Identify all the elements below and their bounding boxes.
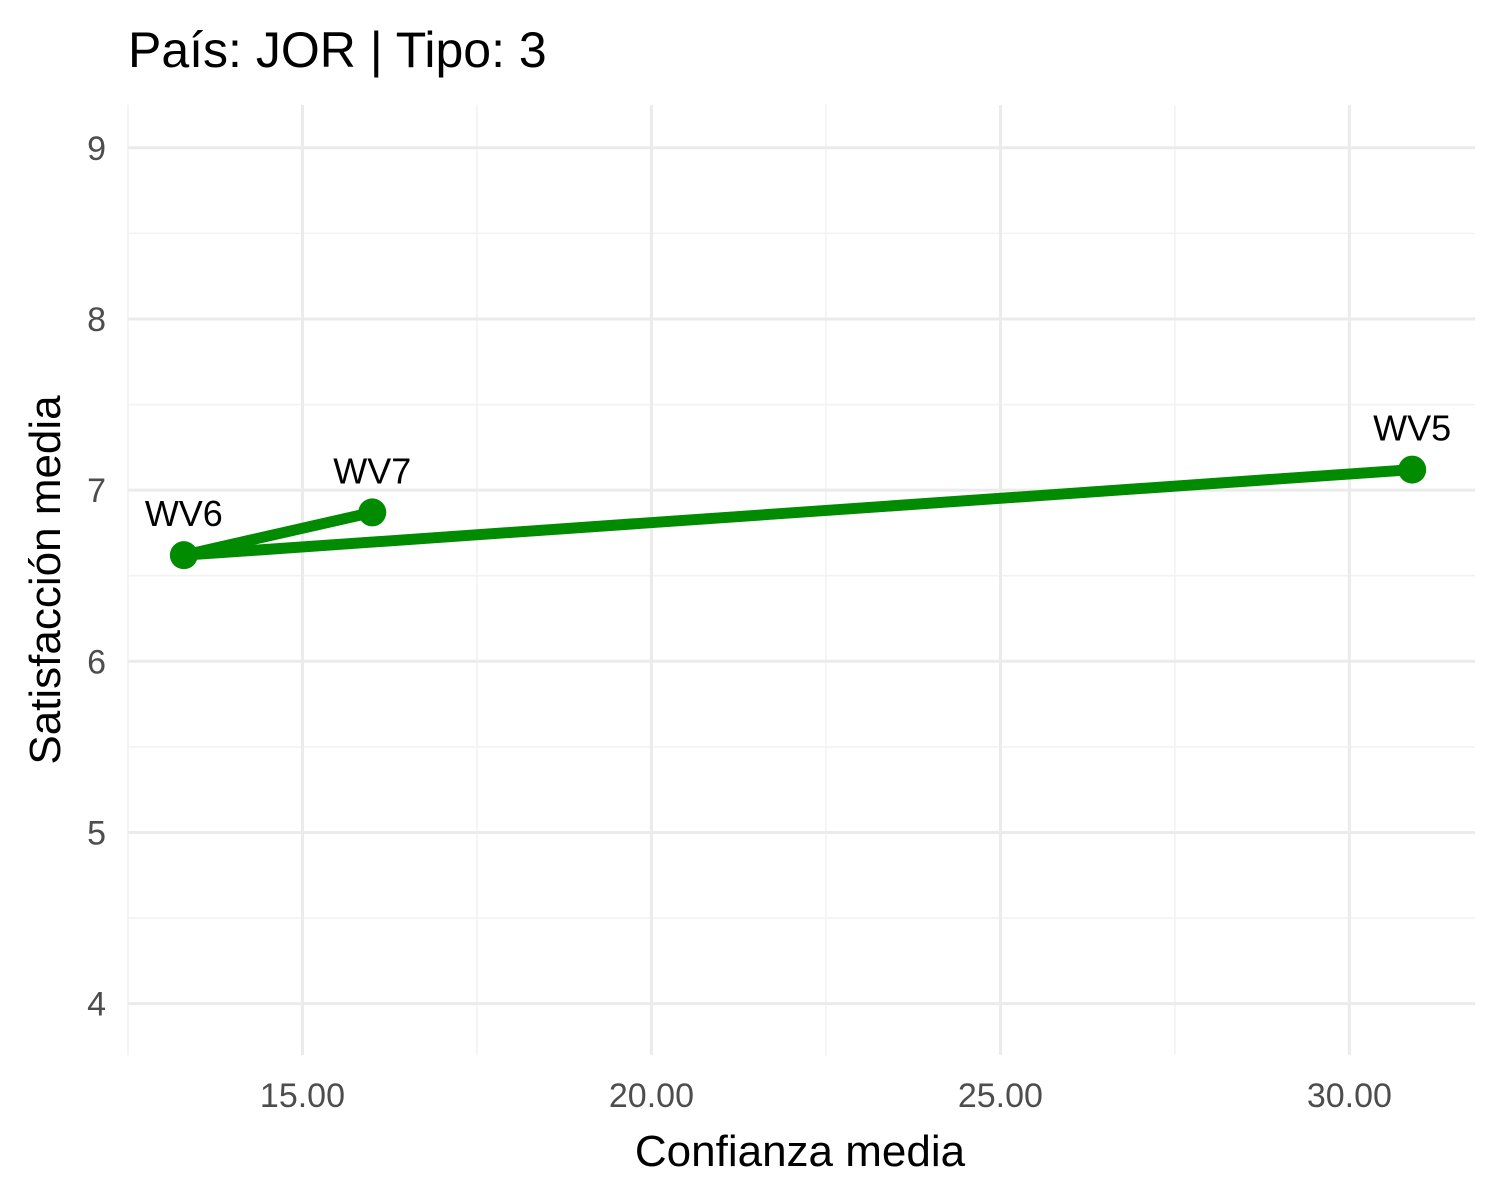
x-tick-label: 15.00	[260, 1077, 345, 1115]
chart-title: País: JOR | Tipo: 3	[128, 22, 547, 78]
y-tick-label: 4	[87, 986, 106, 1024]
data-label: WV6	[145, 493, 223, 534]
data-point	[169, 541, 198, 570]
y-tick-label: 9	[87, 130, 106, 168]
data-point	[1398, 455, 1427, 484]
x-axis-ticks: 15.00 20.00 25.00 30.00	[260, 1077, 1392, 1115]
point-labels: WV5 WV6 WV7	[145, 408, 1451, 535]
x-tick-label: 25.00	[958, 1077, 1043, 1115]
x-tick-label: 30.00	[1307, 1077, 1392, 1115]
y-axis-title: Satisfacción media	[21, 395, 70, 765]
y-tick-label: 7	[87, 472, 106, 510]
data-label: WV7	[333, 450, 411, 491]
series	[169, 455, 1427, 570]
grid	[127, 105, 1475, 1055]
y-tick-label: 8	[87, 301, 106, 339]
y-axis-ticks: 4 5 6 7 8 9	[87, 130, 106, 1024]
data-label: WV5	[1373, 408, 1451, 449]
y-tick-label: 6	[87, 643, 106, 681]
x-axis-title: Confianza media	[635, 1127, 966, 1176]
x-tick-label: 20.00	[609, 1077, 694, 1115]
y-tick-label: 5	[87, 814, 106, 852]
data-point	[358, 498, 387, 527]
